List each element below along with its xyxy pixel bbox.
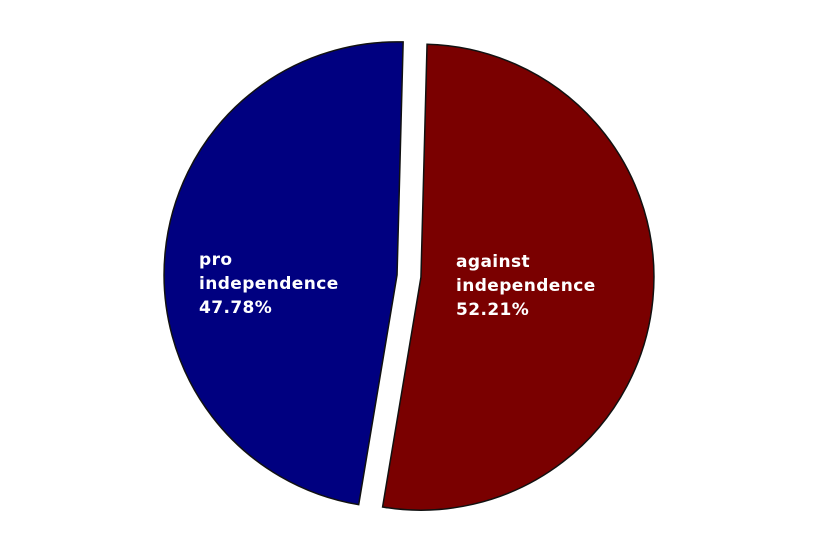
slice-label-against: against independence 52.21% [456,252,596,320]
slice-name-line: against [456,252,530,272]
slice-value-label: 47.78% [199,298,272,318]
slice-label-pro: pro independence 47.78% [199,250,339,318]
slice-name-line: pro [199,250,232,270]
slices-group [163,41,655,511]
slice-value-label: 52.21% [456,300,529,320]
labels-group: against independence 52.21% pro independence… [199,250,596,320]
pie-slice-against [381,43,655,511]
pie-slice-pro [163,41,404,506]
slice-name-line: independence [456,276,596,296]
slice-name-line: independence [199,274,339,294]
